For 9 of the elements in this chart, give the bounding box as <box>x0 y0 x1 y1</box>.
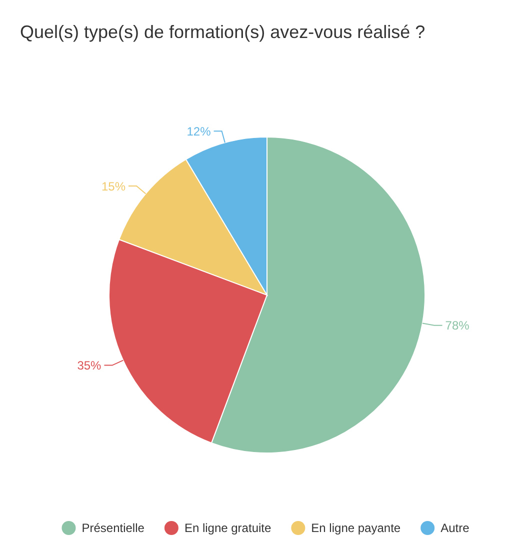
legend-label: Présentielle <box>82 521 145 536</box>
data-label: 15% <box>101 179 126 194</box>
chart-title: Quel(s) type(s) de formation(s) avez-vous réalisé ? <box>20 22 426 42</box>
legend-label: En ligne gratuite <box>184 521 272 536</box>
data-label: 35% <box>77 358 102 373</box>
legend-label: En ligne payante <box>311 521 401 536</box>
legend-label: Autre <box>440 521 470 536</box>
data-label: 12% <box>186 124 212 138</box>
data-label: 78% <box>445 318 470 333</box>
